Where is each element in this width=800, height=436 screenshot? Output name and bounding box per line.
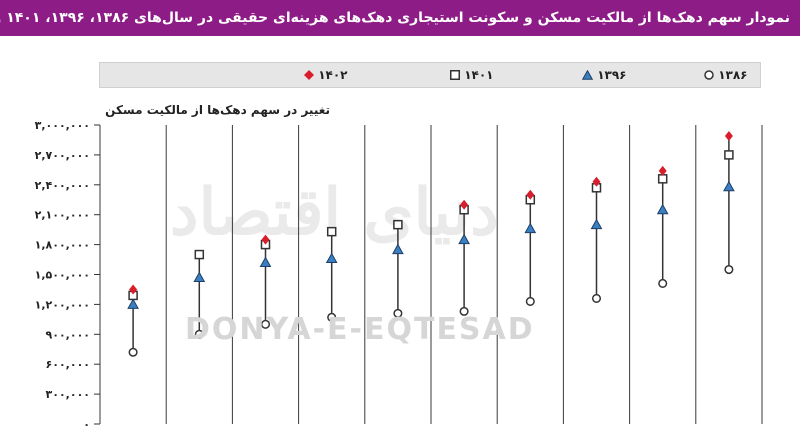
point-1401 [393,219,403,230]
y-tick-label: ۰ [83,418,90,431]
watermark: DONYA-E-EQTESAD [185,312,535,347]
point-1396 [193,271,206,282]
y-tick-label: ۲,۱۰۰,۰۰۰ [35,209,90,222]
circle-icon [704,64,714,88]
legend-item-1402: ۱۴۰۲ [300,63,347,87]
square-icon [450,64,460,88]
y-tick-label: ۲,۴۰۰,۰۰۰ [35,179,90,192]
point-1386 [194,329,204,339]
y-tick-label: ۶۰۰,۰۰۰ [46,358,90,371]
legend: ۱۴۰۲ ۱۴۰۱ ۱۳۹۶ ۱۳۸۶ [99,62,761,88]
legend-item-1396: ۱۳۹۶ [578,63,626,87]
y-tick-label: ۳۰۰,۰۰۰ [46,388,90,401]
point-1396 [259,256,272,268]
point-1396 [723,180,735,192]
point-1402 [261,234,270,245]
watermark-logo: دنیای اقتصاد [170,175,499,250]
point-1396 [590,218,603,230]
point-1386 [724,264,734,275]
y-tick-label: ۱,۵۰۰,۰۰۰ [35,269,90,282]
y-tick-label: ۲,۷۰۰,۰۰۰ [35,149,90,162]
point-1401 [657,174,668,184]
point-1396 [392,243,404,255]
point-1402 [460,199,469,210]
point-1386 [393,308,403,318]
y-tick-label: ۱,۲۰۰,۰۰۰ [35,298,90,311]
chart-title: نمودار سهم دهک‌ها از مالکیت مسکن و سکونت… [0,0,800,36]
legend-label: ۱۳۸۶ [718,68,748,82]
legend-label: ۱۴۰۲ [318,68,348,82]
point-1396 [127,298,139,309]
point-1386 [327,312,337,322]
point-1386 [459,306,469,316]
point-1386 [525,296,535,306]
legend-item-1401: ۱۴۰۱ [446,63,493,87]
point-1386 [658,278,668,289]
point-1386 [260,319,271,329]
legend-item-1386: ۱۳۸۶ [700,63,747,87]
chart-subtitle: تغییر در سهم دهک‌ها از مالکیت مسکن [105,103,330,117]
point-1402 [129,284,138,295]
legend-label: ۱۴۰۱ [464,68,494,82]
y-tick-label: ۱,۸۰۰,۰۰۰ [35,239,90,252]
point-1401 [724,150,734,160]
point-1402 [592,176,601,187]
point-1402 [526,189,535,200]
point-1402 [724,130,733,141]
point-1401 [326,226,337,237]
point-1396 [656,203,669,215]
point-1386 [591,293,602,303]
y-tick-label: ۹۰۰,۰۰۰ [46,328,90,341]
point-1396 [325,252,338,264]
diamond-icon [304,64,314,88]
point-1396 [458,233,470,245]
point-1396 [524,222,537,234]
y-tick-label: ۳,۰۰۰,۰۰۰ [35,119,90,132]
point-1402 [658,165,667,176]
point-1401 [194,249,205,260]
point-1386 [128,347,138,357]
legend-label: ۱۳۹۶ [597,68,627,82]
triangle-icon [581,64,594,88]
